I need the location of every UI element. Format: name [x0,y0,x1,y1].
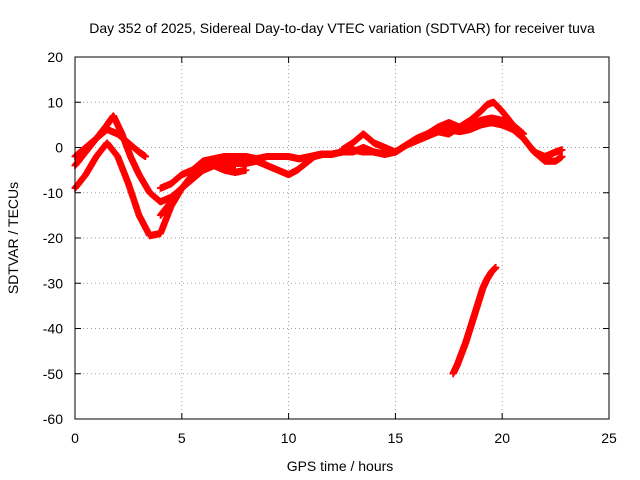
series-track-c [71,125,149,161]
y-tick-label: 10 [47,94,63,110]
y-tick-label: -60 [43,411,63,427]
x-tick-label: 25 [601,430,617,446]
data-point [242,166,250,174]
data-point [141,153,149,161]
data-point [520,130,528,138]
y-tick-label: -40 [43,321,63,337]
x-axis-label: GPS time / hours [287,458,394,474]
y-tick-label: -10 [43,185,63,201]
chart-title: Day 352 of 2025, Sidereal Day-to-day VTE… [89,20,595,36]
y-tick-label: -20 [43,230,63,246]
series-track-g [449,263,500,378]
data-point [492,263,500,271]
y-tick-label: 0 [55,140,63,156]
x-tick-label: 5 [178,430,186,446]
y-tick-labels: -60 -50 -40 -30 -20 -10 0 10 20 [43,49,63,427]
x-tick-label: 15 [388,430,404,446]
data-point [558,146,566,154]
series-track-f [338,114,528,156]
x-tick-label: 10 [281,430,297,446]
y-tick-label: -30 [43,275,63,291]
x-tick-labels: 0 5 10 15 20 25 [71,430,617,446]
x-tick-label: 0 [71,430,79,446]
data-point [558,153,566,161]
x-tick-label: 20 [494,430,510,446]
y-tick-label: 20 [47,49,63,65]
y-axis-label: SDTVAR / TECUs [5,182,21,294]
y-tick-label: -50 [43,366,63,382]
tick-marks [74,56,610,420]
plot-area [71,98,566,378]
